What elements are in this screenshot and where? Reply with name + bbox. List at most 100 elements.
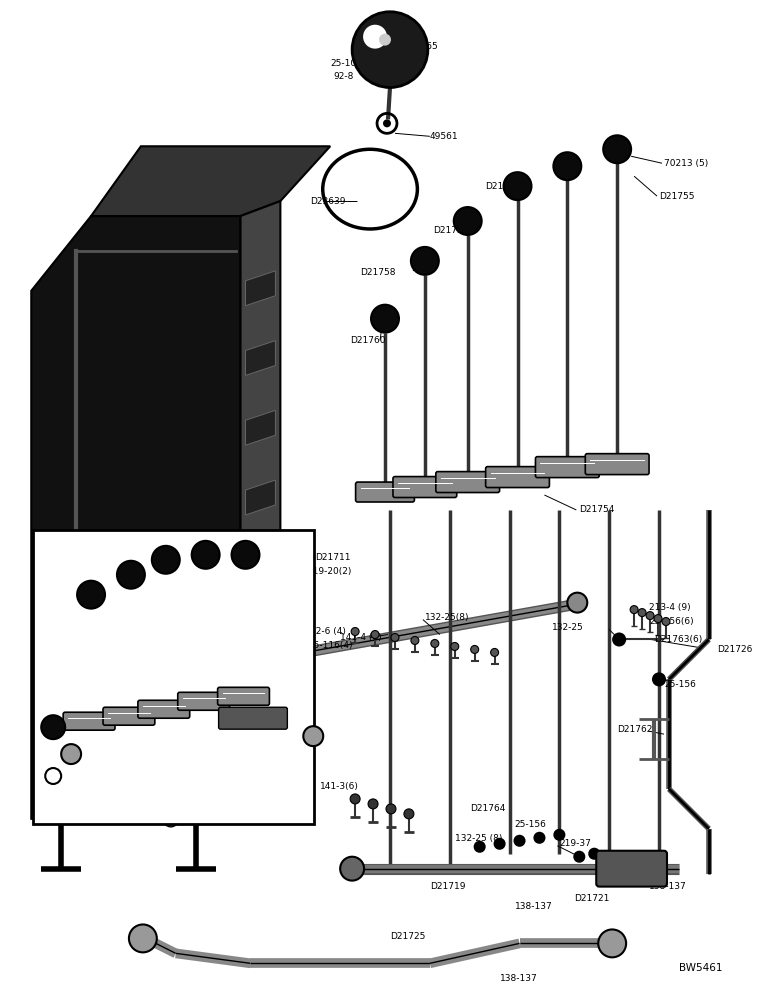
Text: 219-20(2): 219-20(2) xyxy=(307,567,352,576)
Circle shape xyxy=(646,612,654,620)
Circle shape xyxy=(411,637,419,644)
Polygon shape xyxy=(241,201,280,600)
Text: 92-8: 92-8 xyxy=(334,72,354,81)
FancyBboxPatch shape xyxy=(393,477,457,498)
Circle shape xyxy=(574,852,584,862)
Circle shape xyxy=(232,541,259,569)
Circle shape xyxy=(152,546,180,574)
Text: D27100: D27100 xyxy=(91,585,124,594)
Circle shape xyxy=(514,836,524,846)
Circle shape xyxy=(61,744,81,764)
Circle shape xyxy=(286,644,296,654)
Circle shape xyxy=(117,561,145,589)
Text: 132-25: 132-25 xyxy=(553,623,584,632)
Text: BW5461: BW5461 xyxy=(679,963,723,973)
Circle shape xyxy=(567,593,587,613)
Circle shape xyxy=(603,135,631,163)
FancyBboxPatch shape xyxy=(596,851,667,887)
FancyBboxPatch shape xyxy=(218,707,287,729)
Circle shape xyxy=(471,645,479,653)
Circle shape xyxy=(290,652,300,662)
Circle shape xyxy=(404,809,414,819)
Text: 25-156(6): 25-156(6) xyxy=(649,617,694,626)
Circle shape xyxy=(371,631,379,638)
Circle shape xyxy=(371,305,399,333)
Circle shape xyxy=(303,726,323,746)
Text: 138-137: 138-137 xyxy=(499,974,537,983)
Circle shape xyxy=(284,594,296,606)
Text: D21755: D21755 xyxy=(221,557,253,566)
Text: D27102: D27102 xyxy=(201,745,234,754)
Text: D21764: D21764 xyxy=(469,804,505,813)
Text: D21756: D21756 xyxy=(485,182,520,191)
Circle shape xyxy=(48,691,64,707)
Circle shape xyxy=(368,799,378,809)
Text: D21757: D21757 xyxy=(151,557,184,566)
Text: D21711: D21711 xyxy=(315,553,350,562)
Text: 92-6 (4): 92-6 (4) xyxy=(310,627,346,636)
Circle shape xyxy=(475,842,485,852)
Polygon shape xyxy=(91,146,330,216)
Text: D27107: D27107 xyxy=(208,575,242,584)
Text: D21719: D21719 xyxy=(430,882,466,891)
FancyBboxPatch shape xyxy=(63,712,115,730)
Text: 213-4 (9): 213-4 (9) xyxy=(649,603,691,612)
Circle shape xyxy=(350,794,360,804)
Text: D21763(6): D21763(6) xyxy=(654,635,703,644)
Circle shape xyxy=(638,609,646,617)
Circle shape xyxy=(391,634,399,641)
Circle shape xyxy=(589,849,599,859)
Circle shape xyxy=(491,648,499,656)
Text: D27453: D27453 xyxy=(181,543,214,552)
Circle shape xyxy=(431,639,438,647)
Circle shape xyxy=(653,673,665,685)
Circle shape xyxy=(554,152,581,180)
Circle shape xyxy=(41,715,65,739)
FancyBboxPatch shape xyxy=(218,687,269,705)
Circle shape xyxy=(383,119,391,127)
Polygon shape xyxy=(245,410,276,445)
FancyBboxPatch shape xyxy=(356,482,415,502)
FancyBboxPatch shape xyxy=(536,457,599,478)
Circle shape xyxy=(340,857,364,881)
Polygon shape xyxy=(245,341,276,375)
Text: D21754: D21754 xyxy=(579,505,615,514)
Text: D21757: D21757 xyxy=(433,226,469,235)
Polygon shape xyxy=(245,271,276,306)
Text: D21721: D21721 xyxy=(574,894,610,903)
Circle shape xyxy=(249,648,273,672)
Polygon shape xyxy=(245,480,276,515)
FancyBboxPatch shape xyxy=(486,467,550,488)
Text: 138-137(2): 138-137(2) xyxy=(221,695,267,704)
Circle shape xyxy=(454,207,482,235)
Text: D21626: D21626 xyxy=(218,640,254,649)
Circle shape xyxy=(613,634,625,645)
Text: A20965: A20965 xyxy=(404,42,438,51)
Circle shape xyxy=(495,839,505,849)
Text: 25-108: 25-108 xyxy=(330,59,362,68)
Circle shape xyxy=(503,172,531,200)
Circle shape xyxy=(363,25,387,49)
Text: 70213 (6): 70213 (6) xyxy=(241,540,282,549)
Text: 70213 (5): 70213 (5) xyxy=(664,159,708,168)
Text: 25-156: 25-156 xyxy=(514,820,547,829)
Text: D21725: D21725 xyxy=(390,932,425,941)
Bar xyxy=(33,530,314,824)
Circle shape xyxy=(662,618,670,626)
Circle shape xyxy=(451,642,459,650)
Text: 132-25(8): 132-25(8) xyxy=(425,613,469,622)
Text: 141-3(6): 141-3(6) xyxy=(320,782,359,791)
Text: 49561: 49561 xyxy=(430,132,459,141)
Text: D27101: D27101 xyxy=(41,789,74,798)
Circle shape xyxy=(77,581,105,609)
Text: 09640AB: 09640AB xyxy=(256,663,296,672)
Circle shape xyxy=(191,541,219,569)
Circle shape xyxy=(598,929,626,957)
Text: 25-156: 25-156 xyxy=(664,680,696,689)
Text: D21758: D21758 xyxy=(360,268,395,277)
Text: 132-25 (8): 132-25 (8) xyxy=(455,834,502,843)
Text: D27099: D27099 xyxy=(116,570,149,579)
Circle shape xyxy=(352,12,428,87)
Circle shape xyxy=(654,615,662,623)
FancyBboxPatch shape xyxy=(585,454,649,475)
